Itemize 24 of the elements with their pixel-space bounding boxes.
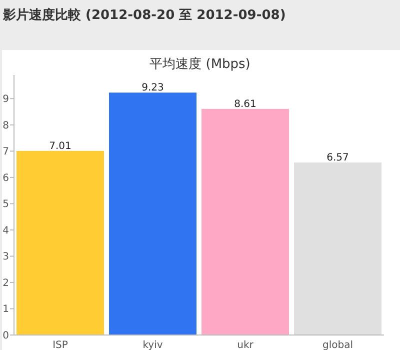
data-label: 9.23	[142, 82, 164, 94]
y-tick-label: 6	[2, 172, 9, 184]
x-tick-label: kyiv	[142, 340, 163, 350]
y-tick-label: 9	[2, 94, 9, 106]
x-tick-label: ISP	[52, 340, 68, 350]
x-tick-label: ukr	[237, 340, 254, 350]
y-tick-label: 2	[2, 278, 9, 289]
y-tick-label: 3	[2, 252, 9, 263]
bar	[294, 162, 382, 335]
chart-title: 影片速度比較 (2012-08-20 至 2012-09-08)	[2, 7, 286, 23]
y-tick-label: 0	[2, 330, 9, 342]
data-label: 7.01	[49, 140, 72, 152]
data-label: 8.61	[234, 98, 256, 110]
bar	[202, 108, 289, 335]
y-tick-label: 1	[2, 304, 9, 316]
x-tick-label: global	[322, 340, 353, 350]
bar	[109, 92, 196, 335]
y-tick-label: 5	[2, 199, 9, 210]
y-tick-label: 7	[2, 146, 9, 158]
bar	[16, 150, 104, 335]
chart-subtitle: 平均速度 (Mbps)	[150, 56, 250, 72]
y-tick-label: 4	[2, 225, 9, 236]
y-tick-label: 8	[2, 120, 9, 132]
data-label: 6.57	[326, 152, 349, 164]
